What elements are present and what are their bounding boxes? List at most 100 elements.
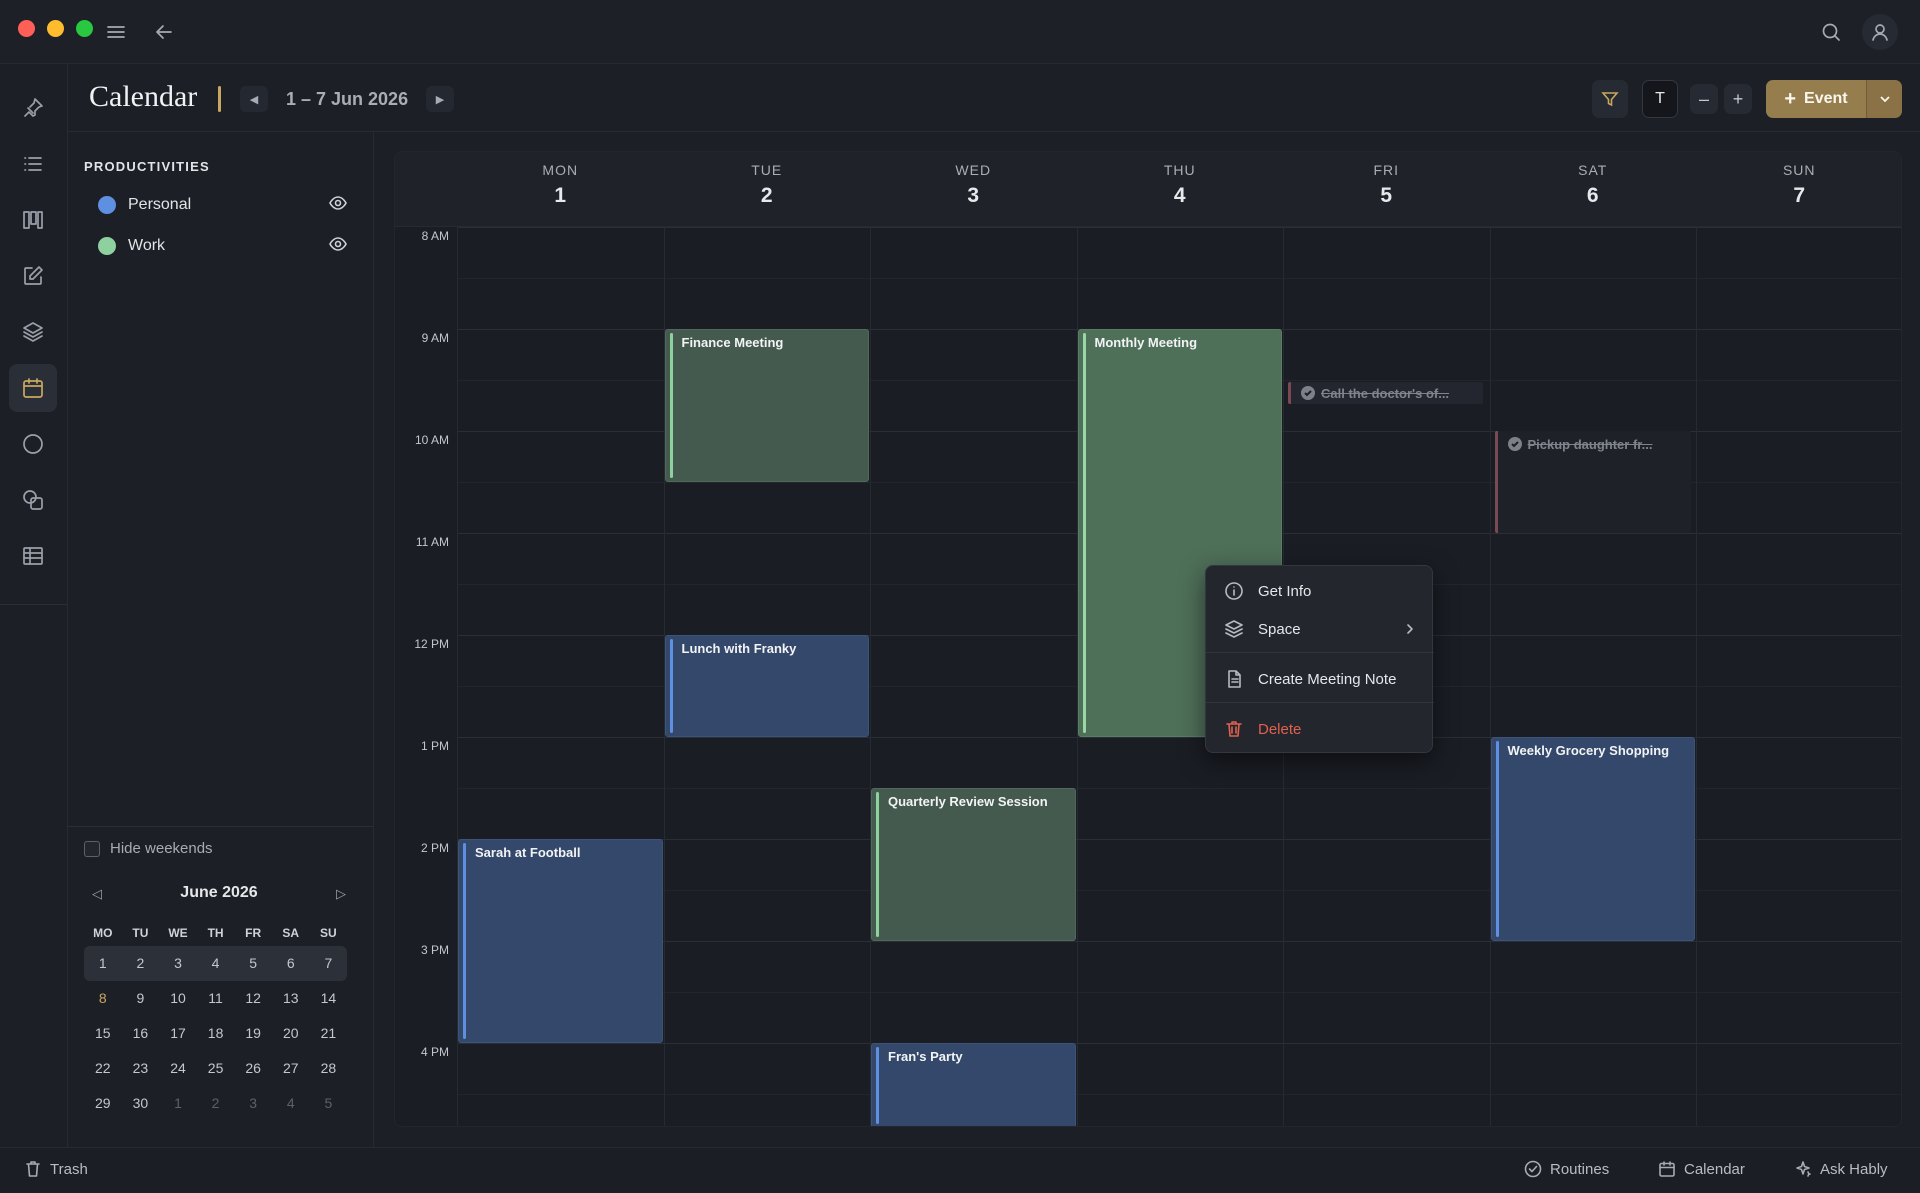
edit-icon[interactable] bbox=[9, 252, 57, 300]
day-header[interactable]: THU 4 bbox=[1076, 152, 1283, 227]
day-header[interactable]: TUE 2 bbox=[663, 152, 870, 227]
previous-month-icon[interactable]: ◁ bbox=[92, 886, 102, 901]
eye-icon[interactable] bbox=[328, 234, 348, 259]
task-check-icon[interactable] bbox=[1507, 437, 1522, 451]
time-label: 10 AM bbox=[414, 433, 449, 447]
today-button[interactable]: T bbox=[1642, 80, 1678, 118]
day-header[interactable]: FRI 5 bbox=[1283, 152, 1490, 227]
mini-month-day[interactable]: 23 bbox=[132, 1060, 149, 1076]
get-info-menu-item[interactable]: Get Info bbox=[1206, 574, 1434, 608]
mini-month-day[interactable]: 8 bbox=[98, 990, 107, 1006]
layers-icon[interactable] bbox=[9, 308, 57, 356]
mini-month-day[interactable]: 6 bbox=[271, 946, 310, 981]
day-header[interactable]: SUN 7 bbox=[1696, 152, 1901, 227]
mini-month-day[interactable]: 25 bbox=[207, 1060, 224, 1076]
calendar-event[interactable]: Lunch with Franky bbox=[664, 635, 869, 737]
circle-icon[interactable] bbox=[9, 420, 57, 468]
mini-month-day[interactable]: 3 bbox=[249, 1095, 258, 1111]
mini-month-calendar: ◁ June 2026 ▷ MO TU WE TH FR SA SU 1 2 3 4 5 6 7 8 9 10 1… bbox=[84, 884, 354, 1121]
event-title: Monthly Meeting bbox=[1094, 335, 1198, 350]
calendar-event[interactable]: Finance Meeting bbox=[664, 329, 869, 482]
status-bar: Trash Routines Calendar Ask Hably bbox=[0, 1147, 1920, 1193]
mini-month-day[interactable]: 11 bbox=[208, 990, 223, 1006]
mini-month-day[interactable]: 14 bbox=[320, 990, 337, 1006]
list-icon[interactable] bbox=[9, 140, 57, 188]
next-week-button[interactable]: ▶ bbox=[426, 86, 454, 112]
calendar-event[interactable]: Sarah at Football bbox=[458, 839, 663, 1043]
calendar-item-work[interactable]: Work bbox=[98, 232, 348, 260]
account-icon[interactable] bbox=[1862, 14, 1898, 50]
trash-button[interactable]: Trash bbox=[24, 1160, 88, 1178]
day-header[interactable]: WED 3 bbox=[870, 152, 1077, 227]
search-icon[interactable] bbox=[1818, 19, 1844, 45]
hamburger-menu-icon[interactable] bbox=[104, 20, 128, 44]
mini-month-day[interactable]: 21 bbox=[320, 1025, 337, 1041]
ask-hably-button[interactable]: Ask Hably bbox=[1794, 1160, 1888, 1178]
day-header[interactable]: MON 1 bbox=[457, 152, 664, 227]
new-event-button[interactable]: + Event bbox=[1766, 80, 1866, 118]
calendar-event[interactable]: Fran's Party bbox=[871, 1043, 1076, 1126]
mini-month-day[interactable]: 3 bbox=[159, 946, 197, 981]
calendar-item-personal[interactable]: Personal bbox=[98, 191, 348, 219]
next-month-icon[interactable]: ▷ bbox=[336, 886, 346, 901]
mini-month-day[interactable]: 12 bbox=[245, 990, 261, 1006]
mini-month-day[interactable]: 28 bbox=[320, 1060, 337, 1076]
mini-month-day[interactable]: 9 bbox=[136, 990, 145, 1006]
mini-month-day[interactable]: 27 bbox=[282, 1060, 299, 1076]
completed-task[interactable]: Call the doctor's of... bbox=[1288, 382, 1483, 404]
event-title: Lunch with Franky bbox=[681, 641, 797, 656]
calendar-footer-button[interactable]: Calendar bbox=[1658, 1160, 1745, 1178]
eye-icon[interactable] bbox=[328, 193, 348, 218]
mini-month-day[interactable]: 15 bbox=[95, 1025, 111, 1041]
calendar-icon[interactable] bbox=[9, 364, 57, 412]
mini-month-day[interactable]: 26 bbox=[245, 1060, 261, 1076]
mini-month-day[interactable]: 4 bbox=[286, 1095, 295, 1111]
day-header[interactable]: SAT 6 bbox=[1489, 152, 1696, 227]
filter-button[interactable] bbox=[1592, 80, 1628, 118]
previous-week-button[interactable]: ◀ bbox=[240, 86, 268, 112]
new-event-dropdown-button[interactable] bbox=[1866, 80, 1902, 118]
minimize-window-button[interactable] bbox=[47, 20, 64, 37]
mini-month-day[interactable]: 29 bbox=[95, 1095, 111, 1111]
mini-month-day[interactable]: 10 bbox=[170, 990, 186, 1006]
day-of-week-label: SUN bbox=[1782, 162, 1816, 178]
mini-month-day[interactable]: 5 bbox=[234, 946, 272, 981]
routines-button[interactable]: Routines bbox=[1524, 1160, 1609, 1178]
mini-month-day[interactable]: 20 bbox=[282, 1025, 299, 1041]
table-icon[interactable] bbox=[9, 532, 57, 580]
mini-month-day[interactable]: 4 bbox=[196, 946, 235, 981]
maximize-window-button[interactable] bbox=[76, 20, 93, 37]
mini-month-day[interactable]: 24 bbox=[170, 1060, 186, 1076]
calendar-event[interactable]: Weekly Grocery Shopping bbox=[1490, 737, 1695, 941]
completed-task[interactable]: Pickup daughter fr... bbox=[1494, 433, 1691, 455]
create-meeting-note-menu-item[interactable]: Create Meeting Note bbox=[1206, 662, 1434, 696]
back-arrow-icon[interactable] bbox=[152, 20, 176, 44]
shapes-icon[interactable] bbox=[9, 476, 57, 524]
mini-month-day[interactable]: 1 bbox=[174, 1095, 182, 1111]
board-icon[interactable] bbox=[9, 196, 57, 244]
close-window-button[interactable] bbox=[18, 20, 35, 37]
mini-month-day[interactable]: 1 bbox=[84, 946, 122, 981]
mini-month-day[interactable]: 30 bbox=[132, 1095, 149, 1111]
delete-menu-item[interactable]: Delete bbox=[1206, 712, 1434, 746]
task-block[interactable] bbox=[1494, 431, 1691, 533]
zoom-out-button[interactable]: – bbox=[1690, 84, 1718, 114]
task-check-icon[interactable] bbox=[1301, 386, 1315, 400]
calendar-event[interactable]: Quarterly Review Session bbox=[871, 788, 1076, 941]
mini-month-day[interactable]: 7 bbox=[309, 946, 348, 981]
hide-weekends-toggle[interactable]: Hide weekends bbox=[84, 840, 213, 857]
mini-month-day[interactable]: 18 bbox=[207, 1025, 224, 1041]
mini-month-day[interactable]: 2 bbox=[121, 946, 160, 981]
space-menu-item[interactable]: Space bbox=[1206, 612, 1434, 646]
hide-weekends-checkbox[interactable] bbox=[84, 840, 100, 857]
mini-month-day[interactable]: 19 bbox=[245, 1025, 261, 1041]
mini-month-day[interactable]: 2 bbox=[211, 1095, 220, 1111]
title-accent-bar bbox=[218, 86, 221, 112]
pin-icon[interactable] bbox=[9, 84, 57, 132]
mini-month-day[interactable]: 16 bbox=[132, 1025, 149, 1041]
mini-month-day[interactable]: 17 bbox=[170, 1025, 186, 1041]
mini-month-day[interactable]: 5 bbox=[324, 1095, 333, 1111]
mini-month-day[interactable]: 22 bbox=[95, 1060, 111, 1076]
zoom-in-button[interactable]: + bbox=[1724, 84, 1752, 114]
mini-month-day[interactable]: 13 bbox=[282, 990, 299, 1006]
